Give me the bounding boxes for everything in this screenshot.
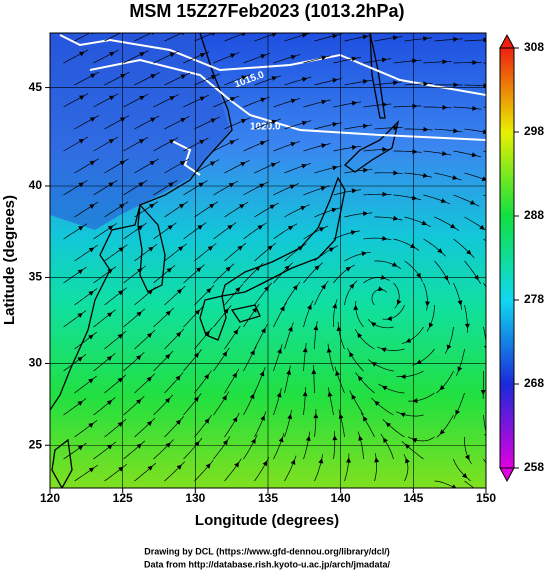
x-axis-label: Longitude (degrees) [195, 512, 339, 529]
map-area: 1015.0 1020.0 [50, 28, 512, 497]
colorbar-min-arrow [500, 468, 514, 481]
streamline-arrow [491, 299, 498, 306]
colorbar-tick-label: 278 [524, 292, 544, 306]
y-axis-label: Latitude (degrees) [1, 195, 18, 325]
contour-label: 1020.0 [250, 122, 281, 133]
colorbar-tick-label: 258 [524, 460, 544, 474]
x-tick-label: 125 [113, 491, 133, 505]
x-tick-label: 130 [185, 491, 205, 505]
colorbar-tick-label: 268 [524, 376, 544, 390]
x-tick-label: 150 [476, 491, 496, 505]
colorbar-tick-label: 288 [524, 208, 544, 222]
x-tick-label: 120 [40, 491, 60, 505]
y-tick-label: 30 [29, 356, 43, 370]
x-tick-label: 140 [331, 491, 351, 505]
x-tick-label: 135 [258, 491, 278, 505]
title: MSM 15Z27Feb2023 (1013.2hPa) [129, 1, 404, 21]
colorbar [500, 48, 514, 468]
y-tick-label: 40 [29, 178, 43, 192]
x-tick-label: 145 [403, 491, 423, 505]
colorbar-tick-label: 308 [524, 40, 544, 54]
y-tick-label: 35 [29, 270, 43, 284]
streamline-arrow [494, 472, 501, 479]
footer-line: Drawing by DCL (https://www.gfd-dennou.o… [144, 546, 390, 556]
colorbar-tick-label: 298 [524, 124, 544, 138]
y-tick-label: 25 [29, 437, 43, 451]
y-tick-label: 45 [29, 80, 43, 94]
colorbar-max-arrow [500, 35, 514, 48]
footer-line: Data from http://database.rish.kyoto-u.a… [144, 559, 391, 569]
